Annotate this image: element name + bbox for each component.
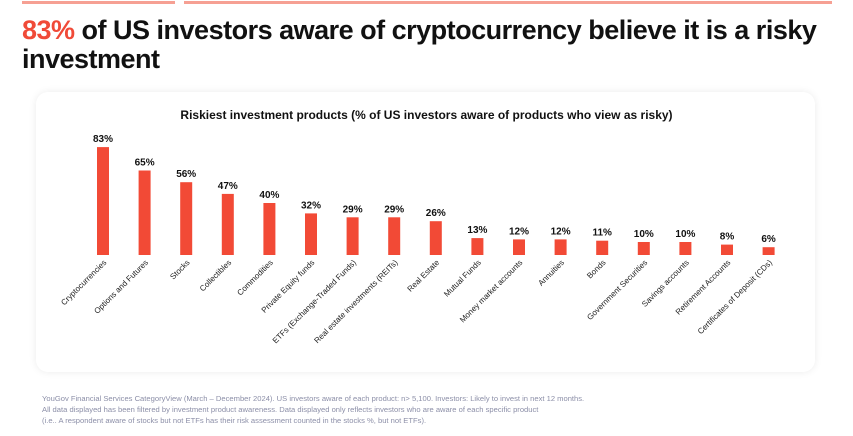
category-label: ETFs (Exchange-Traded Funds) bbox=[271, 258, 359, 346]
category-label: Mutual Funds bbox=[442, 258, 483, 299]
category-label: Real estate investments (REITs) bbox=[312, 258, 399, 345]
category-label: Real Estate bbox=[406, 258, 442, 294]
value-label: 10% bbox=[675, 229, 695, 240]
bar bbox=[471, 238, 484, 255]
headline-text: of US investors aware of cryptocurrency … bbox=[22, 15, 817, 74]
top-rule-right bbox=[184, 1, 832, 4]
value-label: 12% bbox=[509, 226, 529, 237]
top-rule-left bbox=[22, 1, 175, 4]
bar bbox=[97, 147, 109, 255]
value-label: 26% bbox=[426, 208, 446, 219]
footnote-line: YouGov Financial Services CategoryView (… bbox=[42, 394, 585, 403]
value-label: 83% bbox=[93, 134, 113, 145]
value-label: 11% bbox=[592, 228, 612, 239]
bar bbox=[263, 203, 276, 255]
bar bbox=[138, 170, 151, 255]
value-label: 10% bbox=[634, 229, 654, 240]
chart-card bbox=[36, 92, 815, 372]
bar bbox=[305, 213, 317, 255]
bar bbox=[221, 193, 234, 255]
footnote-line: All data displayed has been filtered by … bbox=[42, 405, 539, 414]
value-label: 12% bbox=[551, 226, 571, 237]
category-label: Certificates of Deposit (CDs) bbox=[696, 258, 774, 336]
value-label: 13% bbox=[467, 225, 487, 236]
value-label: 32% bbox=[301, 200, 321, 211]
category-label: Collectibles bbox=[198, 258, 233, 293]
bar bbox=[180, 182, 193, 255]
value-label: 29% bbox=[384, 204, 404, 215]
bar bbox=[721, 244, 733, 255]
value-label: 6% bbox=[761, 234, 776, 245]
value-label: 29% bbox=[343, 204, 363, 215]
bar bbox=[429, 221, 442, 255]
bar bbox=[388, 217, 401, 255]
footnote-line: (i.e.. A respondent aware of stocks but … bbox=[42, 416, 427, 425]
bar bbox=[762, 247, 775, 255]
bar bbox=[596, 240, 609, 255]
category-label: Annuities bbox=[536, 258, 566, 288]
category-label: Commodities bbox=[235, 258, 274, 297]
value-label: 56% bbox=[176, 169, 196, 180]
bar bbox=[346, 217, 359, 255]
bar bbox=[513, 239, 525, 255]
category-label: Stocks bbox=[168, 258, 191, 281]
value-label: 40% bbox=[259, 190, 279, 201]
category-label: Bonds bbox=[585, 258, 607, 280]
chart-title: Riskiest investment products (% of US in… bbox=[180, 108, 673, 122]
headline: 83% of US investors aware of cryptocurre… bbox=[22, 16, 822, 74]
value-label: 47% bbox=[218, 181, 238, 192]
bar bbox=[679, 242, 692, 255]
bar bbox=[554, 239, 567, 255]
footnote: YouGov Financial Services CategoryView (… bbox=[42, 393, 584, 426]
value-label: 65% bbox=[135, 158, 155, 169]
value-label: 8% bbox=[720, 232, 735, 243]
bar bbox=[637, 242, 650, 255]
headline-highlight: 83% bbox=[22, 15, 75, 45]
